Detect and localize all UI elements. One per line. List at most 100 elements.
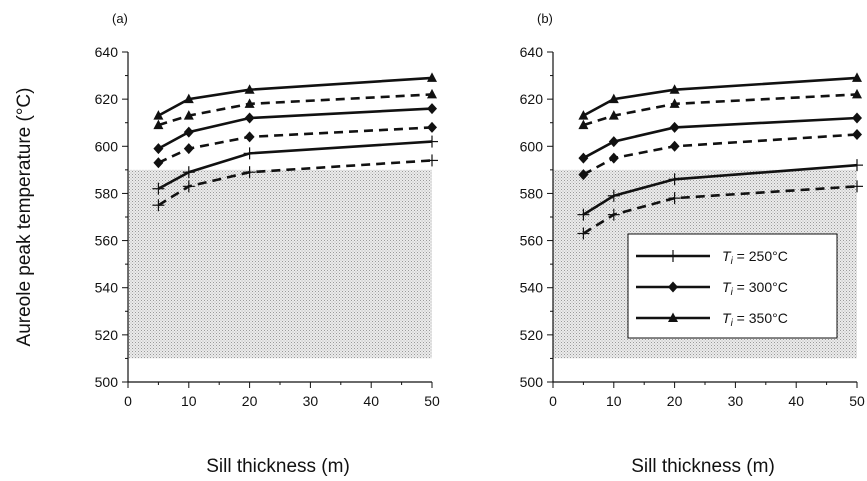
series-line [158,93,433,127]
y-tick-label: 600 [95,138,119,154]
y-tick-label: 540 [520,280,544,296]
axes: 500 520 540 560 580 600 620 640 0 10 20 30 40 50 [95,44,440,409]
legend-entry-350: Ti = 350°C [636,310,788,329]
marker-diamond [578,169,589,181]
marker-triangle [668,312,678,322]
marker-triangle [608,93,619,104]
y-tick-label: 580 [95,185,119,201]
y-tick-label: 500 [520,374,544,390]
marker-plus [243,166,256,179]
marker-triangle [427,72,437,82]
marker-triangle [852,88,862,99]
series-triangle-dashed [153,88,437,130]
x-tick-label: 10 [606,393,622,409]
marker-plus [851,180,863,193]
marker-diamond [852,129,862,140]
series-diamond-solid [153,103,437,155]
y-tick-label: 580 [520,185,544,201]
marker-plus [577,208,590,221]
series-line [582,76,858,117]
marker-triangle [578,110,589,120]
series-plus-dashed [152,154,438,212]
shaded-region [128,169,432,359]
series-plus-solid [577,159,863,221]
y-tick-label: 620 [520,91,544,107]
marker-triangle [669,84,680,94]
y-tick-label: 620 [95,91,119,107]
y-tick-label: 560 [520,233,544,249]
marker-diamond [183,126,194,138]
x-tick-label: 50 [424,393,440,409]
legend-entry-300: Ti = 300°C [636,279,788,298]
marker-diamond [578,152,589,164]
series-plus-dashed [577,180,863,240]
series-line [157,107,433,150]
series-line [583,93,858,127]
marker-triangle [244,84,255,94]
legend-marker [667,250,679,262]
x-axis-title: Sill thickness (m) [631,456,775,477]
y-axis-title: Aureole peak temperature (°C) [14,88,35,347]
y-tick-label: 500 [95,374,119,390]
marker-triangle [244,98,255,108]
series-line [157,159,433,207]
series-line [582,185,858,235]
legend-label: Ti = 250°C [722,248,788,267]
marker-plus [668,173,681,186]
series-diamond-solid [578,112,862,164]
marker-diamond [669,121,680,133]
y-tick-label: 540 [95,280,119,296]
axes: 500 520 540 560 580 600 620 640 0 10 20 30 40 50 [520,44,865,409]
marker-plus [152,199,165,212]
marker-plus [182,180,195,193]
y-tick-label: 600 [520,138,544,154]
series-line [157,126,433,164]
series [577,72,863,240]
x-tick-label: 10 [181,393,197,409]
series-triangle-solid [153,72,437,120]
marker-diamond [608,152,619,164]
marker-plus [577,227,590,240]
legend-label: Ti = 300°C [722,279,788,298]
y-tick-label: 640 [520,44,544,60]
series-diamond-dashed [578,129,862,181]
series-plus-solid [152,135,438,195]
marker-triangle [183,110,194,120]
marker-diamond [608,136,619,148]
marker-plus [243,147,256,160]
x-axis-title: Sill thickness (m) [206,456,350,477]
x-tick-label: 50 [849,393,865,409]
marker-diamond [244,112,255,124]
x-tick-label: 40 [363,393,379,409]
marker-plus [607,208,620,221]
series-line [157,76,433,117]
panel-label-b: (b) [537,11,553,26]
y-tick-label: 520 [520,327,544,343]
x-tick-label: 30 [728,393,744,409]
series-line [582,163,858,216]
marker-plus [851,159,863,172]
marker-plus [426,135,438,148]
marker-plus [667,250,679,262]
marker-diamond [183,143,194,155]
marker-plus [426,154,438,167]
series-line [582,133,858,176]
series-triangle-dashed [578,88,862,130]
marker-triangle [153,119,164,130]
shaded-area [128,169,432,359]
legend-marker [668,281,678,293]
marker-triangle [608,110,619,120]
series-line [582,116,858,160]
marker-diamond [427,121,437,133]
marker-plus [182,166,195,179]
y-tick-label: 560 [95,233,119,249]
marker-diamond [852,112,862,124]
x-tick-label: 40 [788,393,804,409]
y-tick-label: 640 [95,44,119,60]
x-tick-label: 0 [549,393,557,409]
panel-label-a: (a) [112,11,128,26]
legend-marker [668,312,678,322]
marker-diamond [244,131,255,143]
